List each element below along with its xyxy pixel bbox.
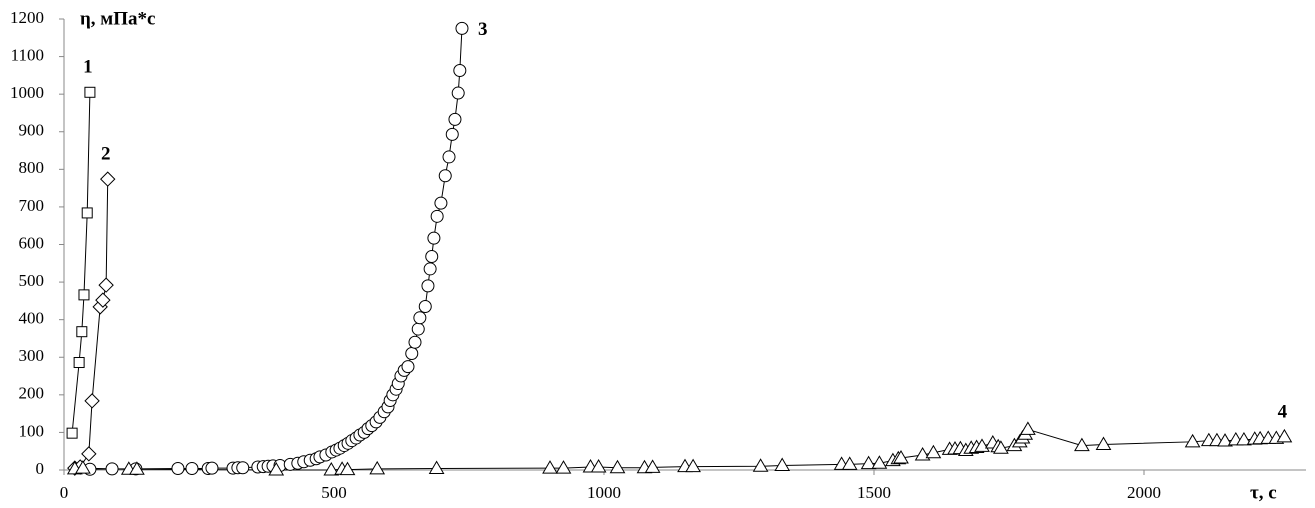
y-tick-label: 300 <box>19 346 45 365</box>
marker <box>752 458 769 472</box>
marker <box>185 461 199 475</box>
marker <box>542 460 558 474</box>
marker <box>405 346 419 360</box>
marker <box>76 326 88 338</box>
y-tick-label: 1200 <box>10 8 44 27</box>
marker <box>448 112 462 126</box>
marker <box>129 461 145 475</box>
marker <box>100 171 116 187</box>
marker <box>453 63 467 77</box>
series-label: 4 <box>1278 401 1288 422</box>
marker <box>1184 433 1201 448</box>
marker <box>841 456 858 470</box>
series-line <box>74 428 1285 471</box>
marker <box>411 322 425 336</box>
marker <box>268 462 285 476</box>
marker <box>421 279 435 293</box>
marker <box>323 462 340 476</box>
marker <box>590 459 607 473</box>
marker <box>871 455 888 469</box>
marker <box>84 86 96 98</box>
marker <box>369 460 386 475</box>
marker <box>1095 436 1112 450</box>
marker <box>401 360 415 374</box>
marker <box>408 335 422 349</box>
x-tick-label: 2000 <box>1127 483 1161 502</box>
series-line <box>89 28 463 470</box>
marker <box>339 461 356 476</box>
y-tick-label: 100 <box>19 421 45 440</box>
marker <box>1074 437 1090 452</box>
marker <box>81 446 97 462</box>
marker <box>685 458 701 473</box>
y-tick-label: 900 <box>19 121 45 140</box>
marker <box>914 446 931 461</box>
marker <box>73 357 85 369</box>
x-tick-label: 500 <box>321 483 347 502</box>
marker <box>774 457 791 471</box>
marker <box>171 461 185 475</box>
marker <box>427 231 441 245</box>
y-tick-label: 700 <box>19 196 45 215</box>
y-tick-label: 400 <box>19 309 45 328</box>
marker <box>993 440 1009 454</box>
marker <box>1217 433 1233 447</box>
series-label: 3 <box>478 19 488 40</box>
series-label: 2 <box>101 143 111 164</box>
x-tick-label: 0 <box>60 483 69 502</box>
marker <box>105 462 119 476</box>
marker <box>98 277 114 293</box>
y-tick-label: 200 <box>19 384 45 403</box>
marker <box>555 460 572 474</box>
marker <box>451 86 465 100</box>
y-tick-label: 0 <box>36 459 45 478</box>
marker <box>1236 431 1252 446</box>
marker <box>413 311 427 325</box>
series-line <box>71 92 91 434</box>
marker <box>430 209 444 223</box>
marker <box>75 460 91 474</box>
marker <box>455 21 469 35</box>
y-tick-label: 800 <box>19 158 45 177</box>
marker <box>425 250 439 264</box>
marker <box>418 300 432 314</box>
marker <box>442 150 456 164</box>
x-tick-label: 1000 <box>587 483 621 502</box>
series-line <box>74 179 109 469</box>
marker <box>84 393 100 409</box>
marker <box>609 459 626 474</box>
y-tick-label: 1100 <box>11 45 44 64</box>
y-axis-label: η, мПа*с <box>80 8 155 29</box>
marker <box>434 196 448 210</box>
marker <box>893 449 909 464</box>
marker <box>205 461 219 475</box>
marker <box>445 127 459 141</box>
marker <box>644 459 661 473</box>
marker <box>81 207 93 219</box>
y-tick-label: 500 <box>19 271 45 290</box>
marker <box>423 262 437 276</box>
marker <box>95 292 111 308</box>
marker <box>1276 428 1293 443</box>
x-axis-label: τ, с <box>1250 482 1277 503</box>
marker <box>438 169 452 183</box>
marker <box>925 444 942 459</box>
y-tick-label: 600 <box>19 233 45 252</box>
marker <box>78 289 90 301</box>
x-tick-label: 1500 <box>857 483 891 502</box>
y-tick-label: 1000 <box>10 83 44 102</box>
marker <box>236 461 250 475</box>
marker <box>428 460 445 474</box>
series-label: 1 <box>83 57 93 78</box>
marker <box>66 427 78 439</box>
marker <box>1020 421 1036 435</box>
marker <box>860 455 877 470</box>
